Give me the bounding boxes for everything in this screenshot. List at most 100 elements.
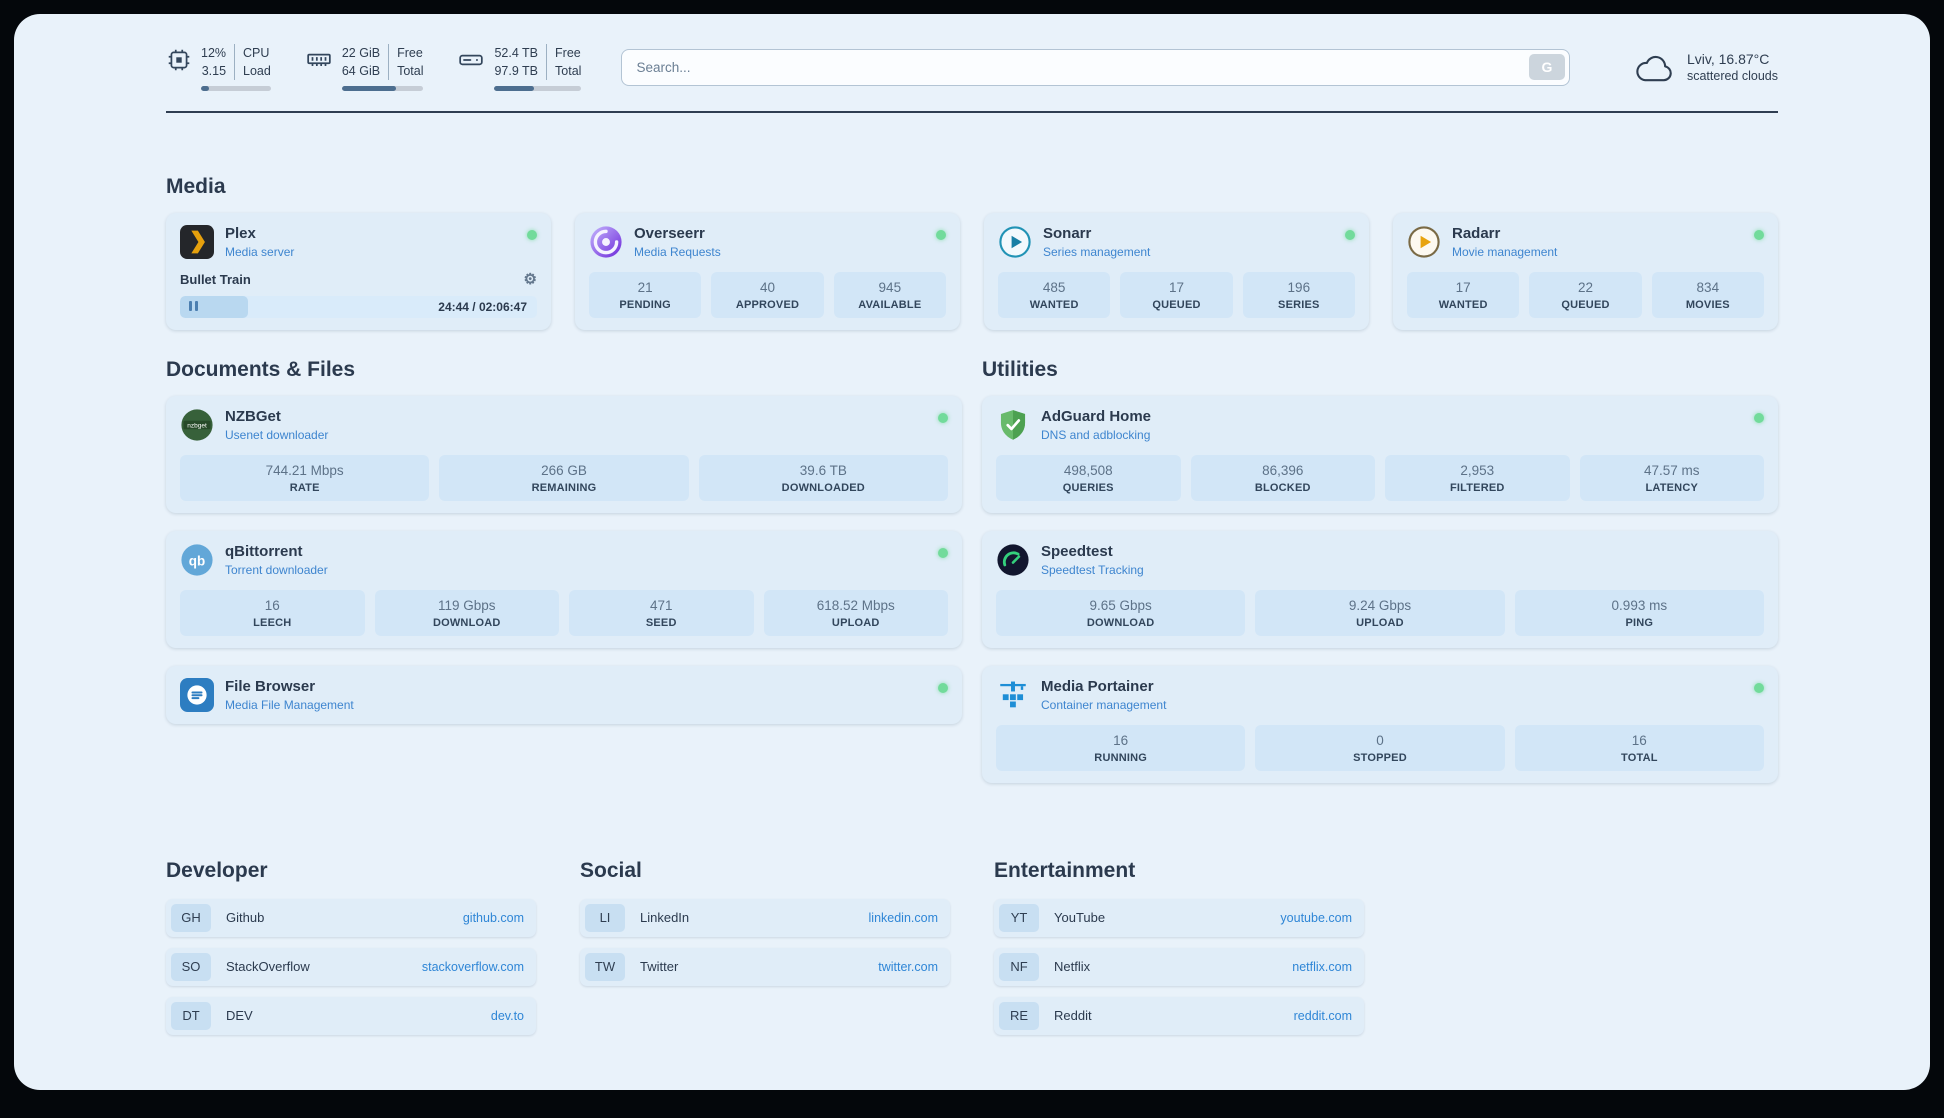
bookmark-url[interactable]: reddit.com <box>1293 1008 1352 1023</box>
bookmark-abbr: NF <box>999 952 1039 981</box>
bookmark-netflix[interactable]: NF Netflix netflix.com <box>994 947 1364 986</box>
bookmark-linkedin[interactable]: LI LinkedIn linkedin.com <box>580 898 950 937</box>
qbittorrent-icon: qb <box>180 543 214 577</box>
bookmark-group-title: Social <box>580 858 642 882</box>
bookmark-url[interactable]: dev.to <box>490 1008 524 1023</box>
utilities-column: Utilities AdGuard Home DNS and adblockin… <box>982 358 1778 801</box>
bookmark-twitter[interactable]: TW Twitter twitter.com <box>580 947 950 986</box>
app-name: Overseerr <box>634 224 705 242</box>
weather-widget[interactable]: Lviv, 16.87°C scattered clouds <box>1634 51 1778 84</box>
bookmark-url[interactable]: netflix.com <box>1292 959 1352 974</box>
filebrowser-card[interactable]: File Browser Media File Management <box>166 665 962 724</box>
stat-box: 22 QUEUED <box>1529 271 1642 318</box>
bookmark-url[interactable]: github.com <box>462 910 524 925</box>
stat-value: 17 <box>1168 279 1184 295</box>
google-search-button[interactable]: G <box>1528 54 1565 81</box>
stat-box: 17 QUEUED <box>1120 271 1233 318</box>
stat-label: UPLOAD <box>831 616 880 629</box>
stat-row: 9.65 Gbps DOWNLOAD 9.24 Gbps UPLOAD 0.99… <box>996 589 1764 636</box>
bookmark-name: Github <box>226 910 265 926</box>
stat-box: 47.57 ms LATENCY <box>1579 454 1764 501</box>
stat-label: DOWNLOADED <box>781 481 865 494</box>
header-divider <box>166 110 1778 113</box>
stat-value: 40 <box>759 279 775 295</box>
sonarr-card[interactable]: Sonarr Series management 485 WANTED 17 Q… <box>984 212 1369 330</box>
ram-total-label: Total <box>388 62 423 81</box>
stat-value: 618.52 Mbps <box>816 597 895 613</box>
bookmark-github[interactable]: GH Github github.com <box>166 898 536 937</box>
status-dot <box>938 412 948 423</box>
stat-value: 834 <box>1696 279 1720 295</box>
plex-card[interactable]: Plex Media server Bullet Train ⚙ 24:44 /… <box>166 212 551 330</box>
gear-icon[interactable]: ⚙ <box>523 270 537 288</box>
stat-value: 498,508 <box>1063 462 1113 478</box>
disk-icon <box>457 47 485 73</box>
filebrowser-icon <box>180 677 214 712</box>
overseerr-card[interactable]: Overseerr Media Requests 21 PENDING 40 A… <box>575 212 960 330</box>
stat-label: DOWNLOAD <box>432 616 501 629</box>
ram-free-value: 22 GiB <box>341 46 381 60</box>
stat-value: 16 <box>1113 732 1129 748</box>
search-input[interactable] <box>621 48 1570 86</box>
stat-label: QUEUED <box>1152 298 1201 311</box>
stat-value: 266 GB <box>541 462 587 478</box>
app-desc: Media File Management <box>225 697 354 712</box>
bookmark-url[interactable]: linkedin.com <box>868 910 938 925</box>
pause-icon[interactable] <box>189 298 201 316</box>
stat-value: 22 <box>1577 279 1593 295</box>
sonarr-icon <box>998 225 1032 259</box>
bookmark-dev[interactable]: DT DEV dev.to <box>166 996 536 1035</box>
nzbget-card[interactable]: nzbget NZBGet Usenet downloader 744.21 M… <box>166 395 962 513</box>
stat-box: 498,508 QUERIES <box>996 454 1181 501</box>
bookmark-reddit[interactable]: RE Reddit reddit.com <box>994 996 1364 1035</box>
stat-label: REMAINING <box>531 481 597 494</box>
app-desc: Container management <box>1041 697 1167 712</box>
status-dot <box>938 682 948 693</box>
bookmark-youtube[interactable]: YT YouTube youtube.com <box>994 898 1364 937</box>
adguard-card[interactable]: AdGuard Home DNS and adblocking 498,508 … <box>982 395 1778 513</box>
bookmark-stackoverflow[interactable]: SO StackOverflow stackoverflow.com <box>166 947 536 986</box>
stat-label: FILTERED <box>1449 481 1505 494</box>
plex-icon <box>180 224 214 259</box>
playback-time: 24:44 / 02:06:47 <box>438 299 527 314</box>
status-dot <box>938 547 948 558</box>
stat-row: 21 PENDING 40 APPROVED 945 AVAILABLE <box>589 271 946 318</box>
app-name: qBittorrent <box>225 542 303 560</box>
stat-value: 17 <box>1455 279 1471 295</box>
app-name: Radarr <box>1452 224 1501 242</box>
stat-label: QUERIES <box>1062 481 1114 494</box>
stat-label: RATE <box>289 481 320 494</box>
qbittorrent-card[interactable]: qb qBittorrent Torrent downloader 16 LEE… <box>166 530 962 648</box>
ram-icon <box>305 47 333 73</box>
stat-box: 744.21 Mbps RATE <box>180 454 430 501</box>
stat-box: 86,396 BLOCKED <box>1190 454 1375 501</box>
middle-columns: Documents & Files nzbget NZBGet Usenet d… <box>166 358 1778 801</box>
bookmark-url[interactable]: youtube.com <box>1280 910 1352 925</box>
bookmark-name: YouTube <box>1054 910 1106 926</box>
ram-progress-bar <box>341 86 424 91</box>
nzbget-icon: nzbget <box>180 408 214 442</box>
stat-label: DOWNLOAD <box>1086 616 1155 629</box>
radarr-card[interactable]: Radarr Movie management 17 WANTED 22 QUE… <box>1393 212 1778 330</box>
app-name: AdGuard Home <box>1041 407 1152 425</box>
bookmark-abbr: DT <box>171 1001 211 1030</box>
stat-value: 196 <box>1287 279 1311 295</box>
app-name: Speedtest <box>1041 542 1113 560</box>
app-name: File Browser <box>225 677 316 695</box>
bookmark-group-title: Entertainment <box>994 858 1136 882</box>
stat-box: 9.24 Gbps UPLOAD <box>1255 589 1505 636</box>
app-titles: NZBGet Usenet downloader <box>225 408 328 442</box>
bookmark-url[interactable]: twitter.com <box>878 959 938 974</box>
app-titles: AdGuard Home DNS and adblocking <box>1041 408 1151 442</box>
playback-progress-bar[interactable]: 24:44 / 02:06:47 <box>180 295 537 318</box>
stat-label: LEECH <box>253 616 292 629</box>
stat-row: 16 RUNNING 0 STOPPED 16 TOTAL <box>996 724 1764 771</box>
bookmark-url[interactable]: stackoverflow.com <box>421 959 524 974</box>
portainer-card[interactable]: Media Portainer Container management 16 … <box>982 665 1778 783</box>
stat-box: 196 SERIES <box>1242 271 1355 318</box>
speedtest-card[interactable]: Speedtest Speedtest Tracking 9.65 Gbps D… <box>982 530 1778 648</box>
app-desc: Usenet downloader <box>225 427 329 442</box>
search-bar: G <box>621 48 1570 86</box>
stat-row: 498,508 QUERIES 86,396 BLOCKED 2,953 FIL… <box>996 454 1764 501</box>
card-header: Radarr Movie management <box>1407 225 1764 259</box>
